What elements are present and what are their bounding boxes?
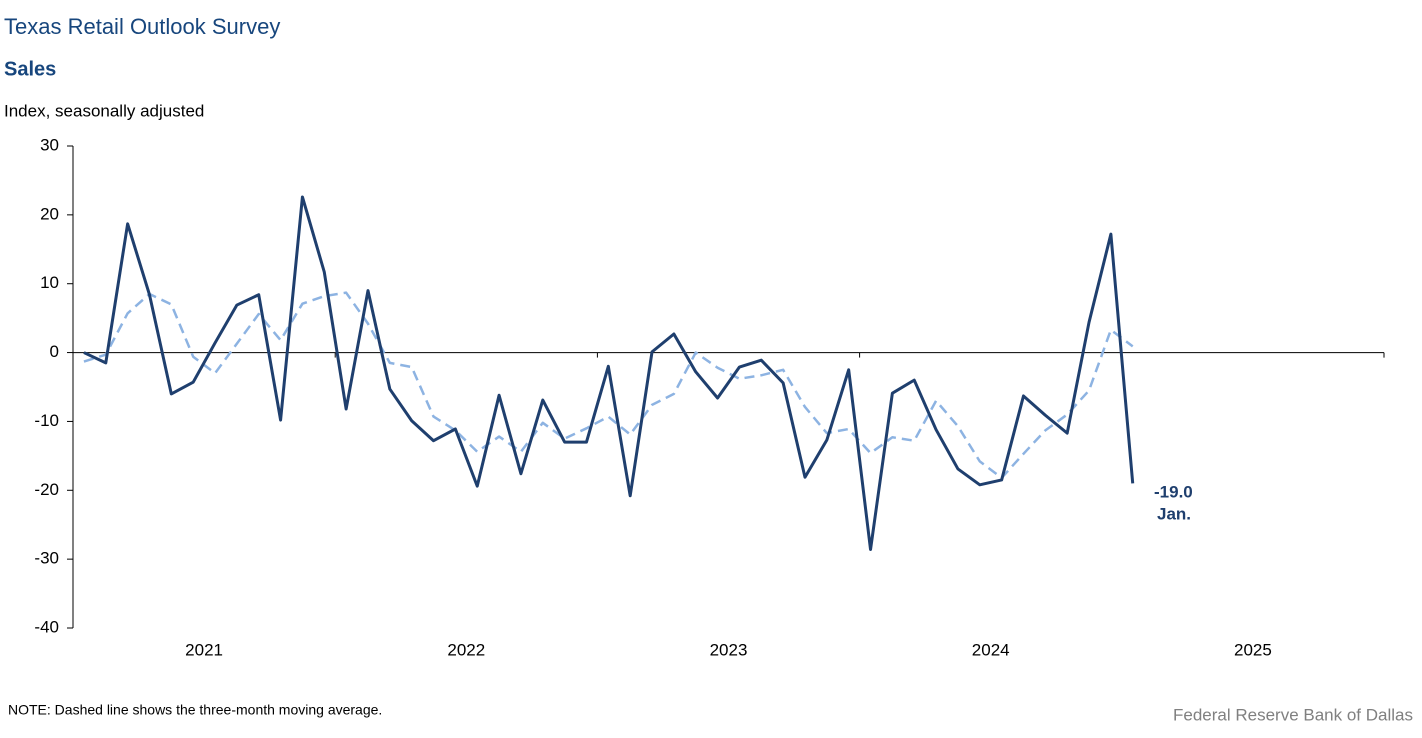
y-tick-label: 20 [40, 204, 59, 223]
y-tick-label: -30 [34, 549, 59, 568]
source: Federal Reserve Bank of Dallas [1173, 705, 1413, 724]
y-tick-label: 0 [50, 342, 59, 361]
y-tick-label: 10 [40, 273, 59, 292]
x-tick-label: 2024 [972, 640, 1010, 659]
moving-average-line [83, 291, 1134, 480]
y-tick-label: 30 [40, 135, 59, 154]
y-tick-label: -20 [34, 480, 59, 499]
chart-subtitle: Sales [4, 58, 56, 80]
x-tick-label: 2025 [1234, 640, 1272, 659]
sales-line [83, 195, 1135, 551]
annotation: -19.0 [1154, 482, 1193, 501]
x-tick-label: 2023 [710, 640, 748, 659]
annotation: Jan. [1157, 504, 1191, 523]
y-tick-label: -40 [34, 617, 59, 636]
x-tick-label: 2021 [185, 640, 223, 659]
y-tick-label: -10 [34, 411, 59, 430]
note: NOTE: Dashed line shows the three-month … [8, 702, 382, 718]
x-tick-label: 2022 [447, 640, 485, 659]
y-axis-label: Index, seasonally adjusted [4, 101, 204, 120]
chart-title: Texas Retail Outlook Survey [4, 14, 280, 39]
